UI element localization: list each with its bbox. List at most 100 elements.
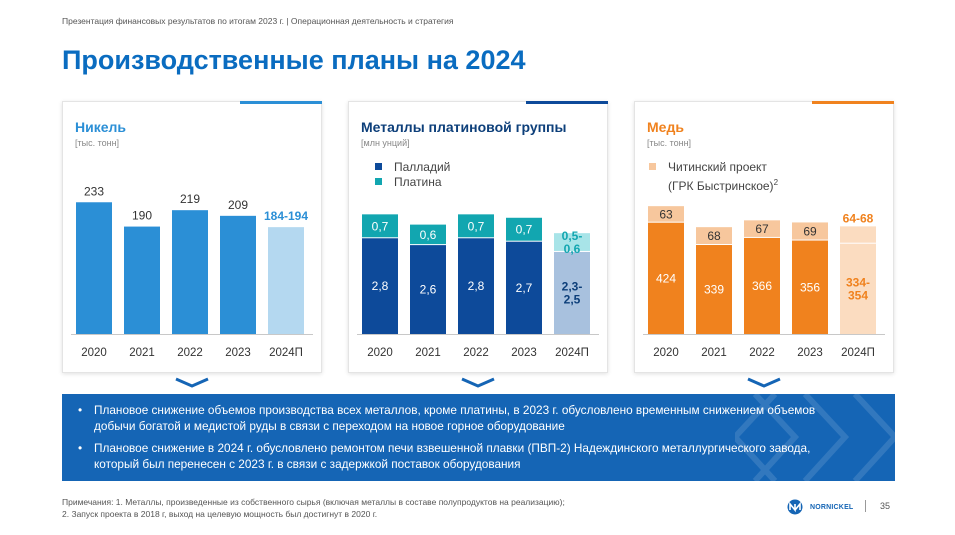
bar-segment — [696, 245, 732, 334]
data-label: 68 — [707, 229, 721, 243]
x-tick-label: 2023 — [797, 347, 823, 359]
page-number: 35 — [880, 501, 891, 511]
data-label: 334-354 — [846, 275, 870, 302]
nickel-title: Никель — [75, 119, 127, 135]
nornickel-logo-icon — [787, 499, 803, 515]
bar-segment — [458, 238, 494, 334]
nickel-unit: [тыс. тонн] — [75, 138, 120, 148]
palladium-swatch-icon — [375, 163, 382, 170]
data-label: 63 — [659, 207, 673, 221]
x-tick-label: 2022 — [463, 347, 489, 359]
x-tick-label: 2023 — [225, 347, 251, 359]
x-tick-label: 2024П — [841, 347, 875, 359]
x-tick-label: 2020 — [367, 347, 393, 359]
legend-chita-line2: (ГРК Быстринское) — [668, 179, 774, 193]
notes-list: Плановое снижение объемов производства в… — [78, 403, 848, 479]
bar-segment — [744, 220, 780, 237]
legend-label-chita: Читинский проект (ГРК Быстринское)2 — [668, 160, 778, 194]
pgm-title: Металлы платиновой группы — [361, 119, 567, 135]
bar — [76, 202, 112, 334]
chevron-down-icon — [747, 377, 781, 388]
x-tick-label: 2022 — [749, 347, 775, 359]
bar-segment — [554, 233, 590, 251]
footnote-line: Примечания: 1. Металлы, произведенные из… — [62, 497, 565, 507]
bar-segment — [410, 224, 446, 245]
copper-title: Медь — [647, 119, 684, 135]
data-label: 339 — [704, 283, 724, 297]
chevron-down-icon — [461, 377, 495, 388]
data-label: 209 — [228, 198, 248, 212]
chita-swatch-icon — [649, 163, 656, 170]
data-label: 67 — [755, 222, 769, 236]
note-item: Плановое снижение объемов производства в… — [78, 403, 848, 434]
copper-chart: 424 63 339 68 366 67 356 69 334-354 64-68 2020 2021… — [643, 206, 885, 359]
legend-item-platinum: Платина — [375, 175, 450, 190]
data-label: 0,7 — [372, 219, 389, 233]
data-label: 2,8 — [468, 279, 485, 293]
bar-segment — [696, 227, 732, 245]
bar — [220, 215, 256, 334]
data-label: 64-68 — [843, 211, 874, 225]
legend-item-palladium: Палладий — [375, 160, 450, 175]
legend-chita-footnote-mark: 2 — [773, 178, 779, 187]
x-tick-label: 2020 — [81, 347, 107, 359]
data-label: 2,6 — [420, 283, 437, 297]
bar — [124, 226, 160, 334]
data-label: 69 — [803, 224, 817, 238]
data-label: 233 — [84, 184, 104, 198]
data-label: 0,5-0,6 — [562, 229, 583, 256]
data-label: 0,7 — [468, 219, 485, 233]
legend-label-platinum: Платина — [394, 175, 442, 189]
x-tick-label: 2024П — [555, 347, 589, 359]
legend-chita-line1: Читинский проект — [668, 160, 767, 174]
bar-segment — [648, 206, 684, 222]
bar-segment — [792, 222, 828, 240]
legend-item-chita: Читинский проект (ГРК Быстринское)2 — [649, 160, 778, 194]
footer-divider — [865, 500, 866, 512]
bar-segment — [506, 217, 542, 241]
bar-segment — [744, 237, 780, 334]
page-title: Производственные планы на 2024 — [62, 45, 526, 75]
pgm-legend: Палладий Платина — [375, 160, 450, 190]
bar-segment — [554, 251, 590, 334]
note-item: Плановое снижение в 2024 г. обусловлено … — [78, 441, 848, 472]
copper-legend: Читинский проект (ГРК Быстринское)2 — [649, 160, 778, 194]
footnote-line: 2. Запуск проекта в 2018 г, выход на цел… — [62, 509, 378, 519]
bar-segment — [410, 245, 446, 334]
data-label: 0,7 — [516, 223, 533, 237]
x-tick-label: 2024П — [269, 347, 303, 359]
data-label: 2,8 — [372, 279, 389, 293]
footnote: Примечания: 1. Металлы, произведенные из… — [62, 496, 565, 520]
data-label: 219 — [180, 192, 200, 206]
bar-segment — [648, 222, 684, 334]
pgm-panel: Металлы платиновой группы [млн унций] Па… — [348, 101, 608, 373]
copper-panel: Медь [тыс. тонн] Читинский проект (ГРК Бы… — [634, 101, 894, 373]
x-tick-label: 2021 — [129, 347, 155, 359]
logo-text: NORNICKEL — [810, 503, 854, 511]
data-label: 366 — [752, 279, 772, 293]
bar — [172, 210, 208, 334]
notes-box: Плановое снижение объемов производства в… — [62, 394, 895, 481]
bar-segment — [362, 238, 398, 334]
data-label: 424 — [656, 271, 676, 285]
pgm-unit: [млн унций] — [361, 138, 410, 148]
bar — [268, 227, 304, 334]
bar-segment — [840, 226, 876, 243]
bar-segment — [840, 243, 876, 334]
data-label: 190 — [132, 209, 152, 223]
data-label: 0,6 — [420, 228, 437, 242]
platinum-swatch-icon — [375, 178, 382, 185]
legend-label-palladium: Палладий — [394, 160, 451, 174]
copper-unit: [тыс. тонн] — [647, 138, 692, 148]
company-logo: NORNICKEL — [784, 499, 853, 515]
breadcrumb: Презентация финансовых результатов по ит… — [62, 16, 454, 26]
x-tick-label: 2023 — [511, 347, 537, 359]
data-label: 2,7 — [516, 281, 533, 295]
x-tick-label: 2021 — [415, 347, 441, 359]
x-tick-label: 2021 — [701, 347, 727, 359]
x-tick-label: 2020 — [653, 347, 679, 359]
bar-segment — [362, 214, 398, 238]
nickel-panel: Никель [тыс. тонн] 233 190 219 209 184-194 20… — [62, 101, 322, 373]
data-label: 2,3-2,5 — [562, 279, 583, 306]
x-tick-label: 2022 — [177, 347, 203, 359]
